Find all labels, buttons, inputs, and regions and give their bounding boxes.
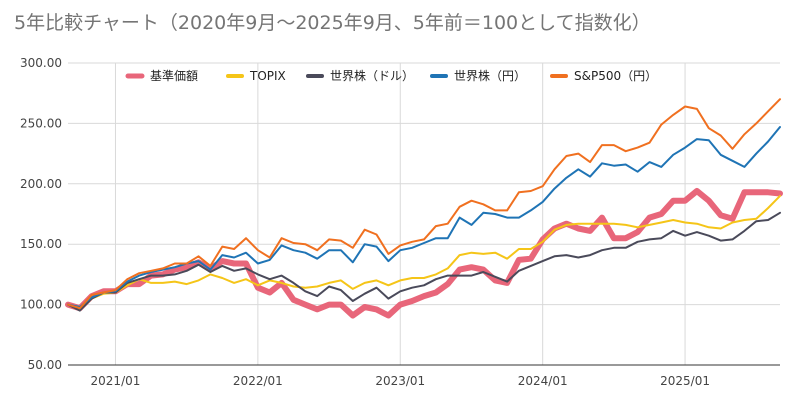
series-line-5 — [67, 98, 781, 310]
y-tick-label: 100.00 — [20, 298, 62, 312]
legend-label: TOPIX — [249, 69, 286, 83]
legend-label: 基準価額 — [150, 68, 198, 83]
y-tick-label: 50.00 — [28, 358, 62, 372]
series-line-3 — [67, 211, 781, 312]
series-line-1 — [65, 188, 783, 319]
x-tick-label: 2021/01 — [91, 374, 141, 388]
chart-title: 5年比較チャート（2020年9月〜2025年9月、5年前＝100として指数化） — [14, 12, 651, 34]
x-tick-label: 2022/01 — [233, 374, 283, 388]
x-tick-label: 2024/01 — [518, 374, 568, 388]
x-tick-label: 2025/01 — [660, 374, 710, 388]
series-line-4 — [67, 126, 781, 308]
series-line-2 — [67, 194, 781, 311]
y-tick-label: 150.00 — [20, 237, 62, 251]
y-tick-label: 250.00 — [20, 116, 62, 130]
y-tick-label: 200.00 — [20, 177, 62, 191]
legend-label: 世界株（ドル） — [330, 68, 414, 83]
legend-label: S&P500（円） — [574, 69, 657, 83]
x-tick-label: 2023/01 — [375, 374, 425, 388]
legend-label: 世界株（円） — [454, 68, 526, 83]
y-tick-label: 300.00 — [20, 56, 62, 70]
